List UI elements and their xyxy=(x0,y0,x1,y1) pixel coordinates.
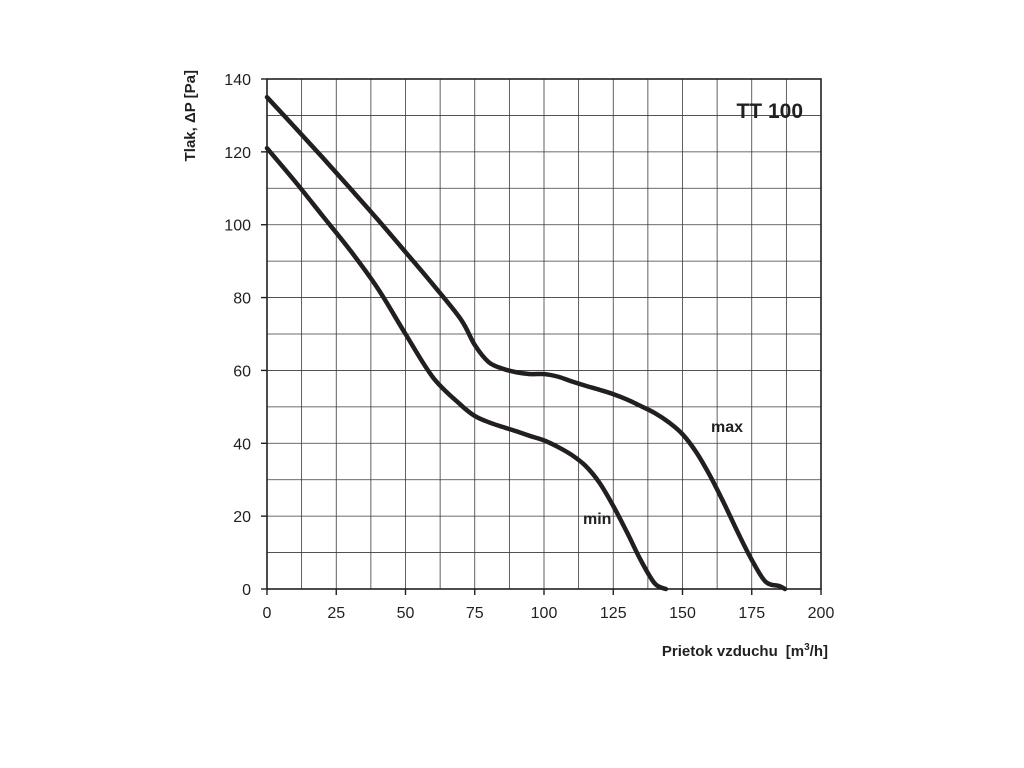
x-tick-label: 200 xyxy=(808,605,835,622)
y-tick-label: 0 xyxy=(242,582,251,599)
x-axis-unit-prefix: [m xyxy=(786,643,804,660)
x-tick-label: 175 xyxy=(738,605,765,622)
x-axis-unit-suffix: /h] xyxy=(810,643,828,660)
x-axis-label: Prietok vzduchu xyxy=(662,643,778,660)
series-line-min xyxy=(264,145,669,592)
y-tick-label: 60 xyxy=(233,363,251,380)
x-axis-title: Prietok vzduchu [m3/h] xyxy=(662,642,828,660)
x-tick-label: 25 xyxy=(327,605,345,622)
x-axis-unit-superscript: 3 xyxy=(804,642,810,653)
x-tick-label: 150 xyxy=(669,605,696,622)
x-tick-label: 125 xyxy=(600,605,627,622)
tick-labels: 0 25 50 75 100 125 150 175 200 0 20 40 60 80 100 120 140 xyxy=(224,72,834,622)
x-tick-label: 50 xyxy=(397,605,415,622)
y-axis-title: Tlak, ΔP [Pa] xyxy=(182,70,199,161)
y-tick-label: 80 xyxy=(233,291,251,308)
y-tick-label: 140 xyxy=(224,72,251,89)
x-tick-label: 0 xyxy=(263,605,272,622)
series-lines xyxy=(264,94,788,592)
y-tick-label: 100 xyxy=(224,218,251,235)
y-tick-label: 20 xyxy=(233,509,251,526)
x-tick-label: 75 xyxy=(466,605,484,622)
series-label-min: min xyxy=(583,511,611,528)
grid xyxy=(267,79,821,589)
chart-title: TT 100 xyxy=(736,100,803,123)
series-label-max: max xyxy=(711,419,743,436)
series-line-max xyxy=(264,94,788,592)
x-tick-label: 100 xyxy=(531,605,558,622)
y-tick-label: 40 xyxy=(233,436,251,453)
y-tick-label: 120 xyxy=(224,145,251,162)
